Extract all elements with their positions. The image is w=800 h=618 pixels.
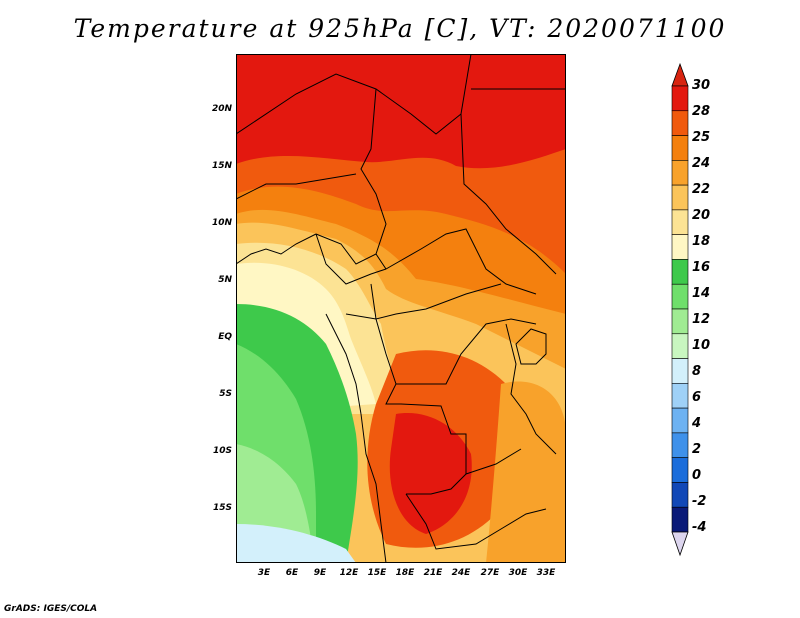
lat-label: 5N [218,275,232,285]
colorbar-label: 18 [692,234,711,249]
map-panel [236,54,566,563]
grads-credit: GrADS: IGES/COLA [4,604,98,614]
lat-label: 20N [211,104,232,114]
colorbar-label: 20 [692,208,711,223]
colorbar-swatch [671,432,689,458]
colorbar-swatch [671,358,689,384]
colorbar-swatch [671,110,689,136]
colorbar-swatch [671,482,689,508]
lat-label: 15S [212,503,232,513]
colorbar-label: 22 [692,182,711,197]
colorbar-bottom-arrow [671,531,689,557]
colorbar-label: 2 [692,442,702,457]
south-hottest-field [389,413,472,534]
lon-label: 27E [480,568,500,578]
colorbar-label: 16 [692,260,711,275]
colorbar-label: 14 [692,286,711,301]
colorbar-swatch [671,259,689,285]
lon-label: 18E [395,568,415,578]
colorbar-label: 8 [692,364,702,379]
colorbar-swatch [671,333,689,359]
lon-label: 21E [423,568,443,578]
colorbar-swatch [671,85,689,112]
colorbar-swatch [671,184,689,211]
colorbar-top-arrow [671,62,689,87]
colorbar-swatch [671,234,689,260]
colorbar-label: 0 [692,468,702,483]
colorbar-swatch [671,407,689,434]
lon-label: 12E [339,568,359,578]
colorbar-label: 24 [692,156,711,171]
lat-label: EQ [218,332,232,342]
colorbar-label: 30 [692,78,711,93]
colorbar-swatch [671,383,689,409]
lat-label: 10N [211,218,232,228]
colorbar-swatch [671,457,689,483]
lat-label: 10S [212,446,232,456]
colorbar-swatch [671,283,689,310]
lon-label: 24E [451,568,471,578]
field-10 [236,524,356,563]
colorbar-swatch [671,135,689,161]
colorbar-label: -2 [692,494,707,509]
colorbar-label: -4 [692,520,707,535]
lon-label: 15E [367,568,387,578]
lon-label: 6E [285,568,299,578]
colorbar-label: 6 [692,390,702,405]
lat-label: 15N [211,161,232,171]
colorbar-swatch [671,160,689,186]
colorbar-swatch [671,209,689,235]
colorbar-swatch [671,506,689,533]
lat-label: 5S [219,389,232,399]
colorbar [671,62,689,557]
lon-label: 30E [508,568,528,578]
colorbar-label: 4 [692,416,702,431]
colorbar-swatch [671,308,689,335]
map-title: Temperature at 925hPa [C], VT: 202007110… [73,14,727,43]
lon-label: 33E [536,568,556,578]
colorbar-label: 10 [692,338,711,353]
colorbar-label: 28 [692,104,711,119]
east-field-24 [486,381,566,563]
colorbar-label: 25 [692,130,711,145]
country-borders [236,54,566,563]
lon-label: 9E [313,568,327,578]
colorbar-label: 12 [692,312,711,327]
lon-label: 3E [257,568,271,578]
